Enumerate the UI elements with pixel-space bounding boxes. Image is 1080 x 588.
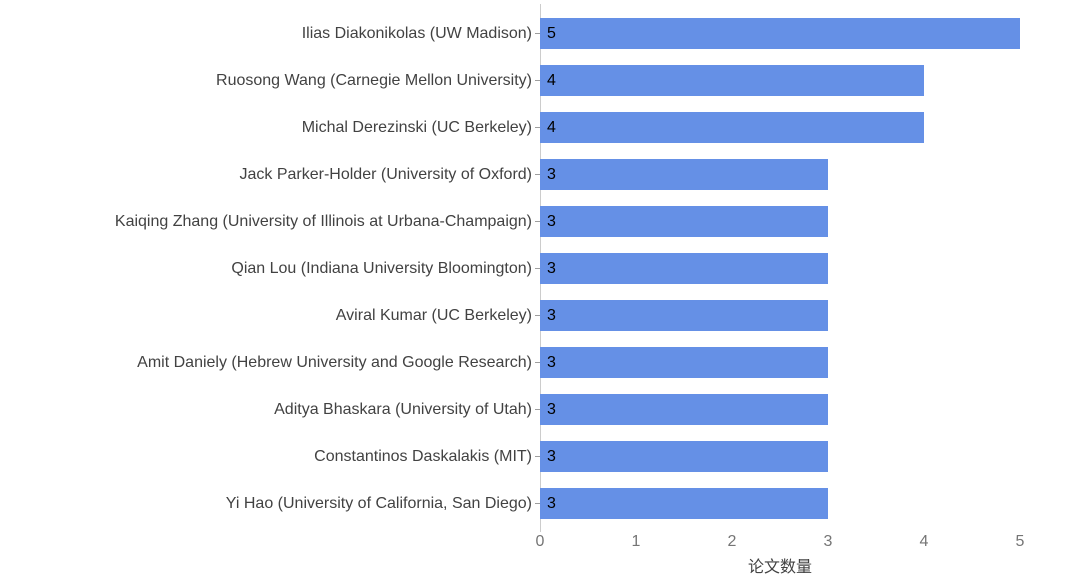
- chart-row: Amit Daniely (Hebrew University and Goog…: [0, 339, 1080, 386]
- category-label: Ilias Diakonikolas (UW Madison): [301, 24, 532, 42]
- category-label-area: Jack Parker-Holder (University of Oxford…: [0, 166, 540, 184]
- bar-track: 3: [540, 159, 1020, 190]
- category-label-area: Aditya Bhaskara (University of Utah): [0, 401, 540, 419]
- bar: 3: [540, 441, 828, 472]
- bar-value-label: 3: [547, 213, 556, 230]
- bar: 3: [540, 394, 828, 425]
- chart-row: Ruosong Wang (Carnegie Mellon University…: [0, 57, 1080, 104]
- bar-value-label: 3: [547, 401, 556, 418]
- category-tick-mark: [535, 315, 540, 316]
- category-label: Qian Lou (Indiana University Bloomington…: [231, 259, 532, 277]
- bar-track: 3: [540, 394, 1020, 425]
- chart-row: Aditya Bhaskara (University of Utah) 3: [0, 386, 1080, 433]
- bar-value-label: 3: [547, 260, 556, 277]
- category-tick-mark: [535, 174, 540, 175]
- x-tick-label: 2: [727, 533, 737, 550]
- bar: 4: [540, 65, 924, 96]
- category-label-area: Ilias Diakonikolas (UW Madison): [0, 25, 540, 43]
- category-tick-mark: [535, 409, 540, 410]
- x-tick-label: 1: [631, 533, 641, 550]
- category-tick-mark: [535, 80, 540, 81]
- bar-track: 4: [540, 112, 1020, 143]
- bar-track: 3: [540, 206, 1020, 237]
- bar-value-label: 4: [547, 119, 556, 136]
- category-label-area: Ruosong Wang (Carnegie Mellon University…: [0, 72, 540, 90]
- chart-row: Aviral Kumar (UC Berkeley) 3: [0, 292, 1080, 339]
- bar: 5: [540, 18, 1020, 49]
- x-axis-title: 论文数量: [747, 559, 812, 576]
- category-label: Ruosong Wang (Carnegie Mellon University…: [216, 71, 532, 89]
- category-label-area: Qian Lou (Indiana University Bloomington…: [0, 260, 540, 278]
- category-label-area: Kaiqing Zhang (University of Illinois at…: [0, 213, 540, 231]
- category-label-area: Michal Derezinski (UC Berkeley): [0, 119, 540, 137]
- x-tick-label: 3: [823, 533, 833, 550]
- bar-value-label: 3: [547, 307, 556, 324]
- x-tick-label: 4: [919, 533, 929, 550]
- chart-row: Constantinos Daskalakis (MIT) 3: [0, 433, 1080, 480]
- bar-track: 3: [540, 253, 1020, 284]
- bar-value-label: 3: [547, 495, 556, 512]
- category-tick-mark: [535, 221, 540, 222]
- category-tick-mark: [535, 362, 540, 363]
- bar-value-label: 5: [547, 25, 556, 42]
- chart-row: Ilias Diakonikolas (UW Madison) 5: [0, 10, 1080, 57]
- x-axis-ticks: 0 1 2 3 4 5: [536, 527, 1025, 551]
- category-label: Aviral Kumar (UC Berkeley): [335, 306, 532, 324]
- category-tick-mark: [535, 33, 540, 34]
- category-label: Aditya Bhaskara (University of Utah): [274, 400, 532, 418]
- category-label-area: Yi Hao (University of California, San Di…: [0, 495, 540, 513]
- chart-row: Qian Lou (Indiana University Bloomington…: [0, 245, 1080, 292]
- chart-row: Jack Parker-Holder (University of Oxford…: [0, 151, 1080, 198]
- bar: 3: [540, 206, 828, 237]
- category-label-area: Aviral Kumar (UC Berkeley): [0, 307, 540, 325]
- bar-track: 4: [540, 65, 1020, 96]
- bar: 3: [540, 159, 828, 190]
- bar-value-label: 4: [547, 72, 556, 89]
- bar-value-label: 3: [547, 354, 556, 371]
- bar-track: 3: [540, 347, 1020, 378]
- category-tick-mark: [535, 456, 540, 457]
- bar-track: 5: [540, 18, 1020, 49]
- bar-track: 3: [540, 488, 1020, 519]
- chart-row: Yi Hao (University of California, San Di…: [0, 480, 1080, 527]
- chart-row: Kaiqing Zhang (University of Illinois at…: [0, 198, 1080, 245]
- bar-value-label: 3: [547, 166, 556, 183]
- category-label-area: Constantinos Daskalakis (MIT): [0, 448, 540, 466]
- category-label: Michal Derezinski (UC Berkeley): [301, 118, 532, 136]
- category-label: Jack Parker-Holder (University of Oxford…: [239, 165, 532, 183]
- bar: 4: [540, 112, 924, 143]
- bar-value-label: 3: [547, 448, 556, 465]
- bar-track: 3: [540, 441, 1020, 472]
- category-tick-mark: [535, 268, 540, 269]
- bar: 3: [540, 300, 828, 331]
- category-label: Yi Hao (University of California, San Di…: [225, 494, 532, 512]
- category-label-area: Amit Daniely (Hebrew University and Goog…: [0, 354, 540, 372]
- chart-row: Michal Derezinski (UC Berkeley) 4: [0, 104, 1080, 151]
- category-tick-mark: [535, 127, 540, 128]
- x-tick-label: 5: [1015, 533, 1025, 550]
- category-label: Constantinos Daskalakis (MIT): [314, 447, 532, 465]
- x-tick-label: 0: [535, 533, 545, 550]
- category-tick-mark: [535, 503, 540, 504]
- bar: 3: [540, 488, 828, 519]
- bar: 3: [540, 347, 828, 378]
- category-label: Kaiqing Zhang (University of Illinois at…: [114, 212, 532, 230]
- category-label: Amit Daniely (Hebrew University and Goog…: [137, 353, 532, 371]
- bar: 3: [540, 253, 828, 284]
- bar-track: 3: [540, 300, 1020, 331]
- plot-rows: Ilias Diakonikolas (UW Madison) 5 Ruosong …: [0, 10, 1080, 527]
